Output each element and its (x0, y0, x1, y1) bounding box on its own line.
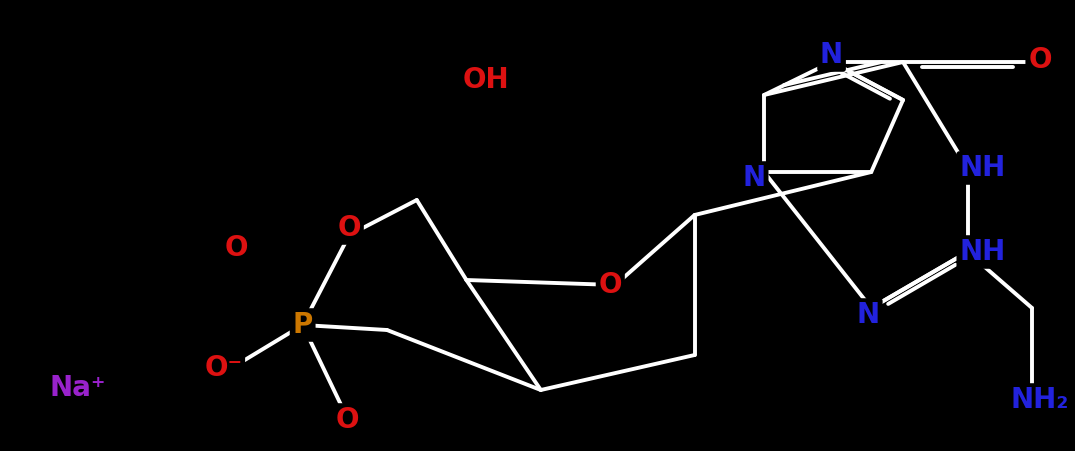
Text: NH: NH (959, 154, 1005, 182)
Text: O: O (335, 406, 359, 434)
Text: O: O (1028, 46, 1051, 74)
Text: O: O (338, 214, 361, 242)
Text: N: N (857, 301, 879, 329)
Text: Na⁺: Na⁺ (49, 374, 105, 402)
Text: O⁻: O⁻ (204, 354, 242, 382)
Text: N: N (743, 164, 765, 192)
Text: P: P (292, 311, 313, 339)
Text: NH₂: NH₂ (1010, 386, 1070, 414)
Text: O: O (225, 234, 248, 262)
Text: O: O (599, 271, 622, 299)
Text: OH: OH (463, 66, 510, 94)
Text: N: N (820, 41, 843, 69)
Text: NH: NH (959, 238, 1005, 266)
